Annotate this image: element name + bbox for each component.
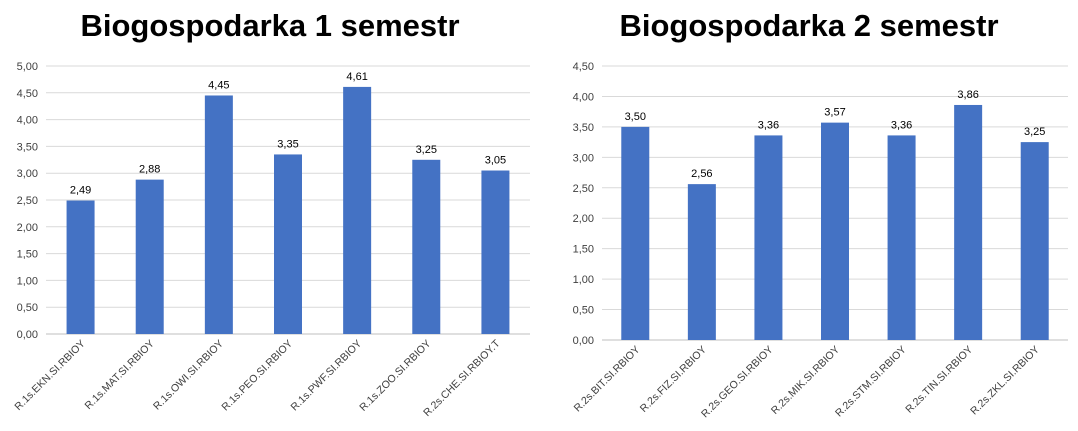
x-tick-label: R.2s.CHE.SI.RBIOY.T (421, 337, 503, 419)
x-tick-label: R.1s.PWF.SI.RBIOY (289, 338, 365, 414)
x-tick-label: R.1s.ZOO.SI.RBIOY (357, 338, 433, 414)
y-tick-label: 1,00 (573, 274, 594, 286)
data-label: 2,49 (70, 185, 91, 197)
data-label: 2,88 (139, 164, 160, 176)
bar (343, 86, 372, 335)
data-label: 2,56 (691, 168, 712, 180)
bar (135, 179, 164, 334)
data-label: 3,35 (277, 138, 298, 150)
y-tick-label: 2,00 (573, 213, 594, 225)
x-tick-label: R.2s.MIK.SI.RBIOY (769, 344, 842, 417)
x-tick-label: R.2s.BIT.SI.RBIOY (572, 344, 643, 415)
bar (687, 184, 716, 340)
bar (887, 135, 916, 340)
data-label: 3,86 (957, 89, 978, 101)
y-tick-label: 4,00 (17, 115, 38, 127)
y-tick-label: 2,50 (17, 195, 38, 207)
x-tick-label: R.1s.OWI.SI.RBIOY (151, 338, 226, 413)
bar (821, 122, 849, 340)
chart-title-2: Biogospodarka 2 semestr (619, 8, 999, 43)
x-tick-label: R.2s.FIZ.SI.RBIOY (638, 344, 709, 415)
y-tick-label: 3,50 (573, 122, 594, 134)
data-label: 4,61 (346, 71, 367, 83)
bar (274, 154, 302, 334)
y-tick-label: 0,50 (573, 305, 594, 317)
y-tick-label: 4,00 (573, 91, 594, 103)
x-tick-label: R.2s.ZKL.SI.RBIOY (968, 344, 1042, 418)
y-tick-label: 0,50 (17, 302, 38, 314)
chart-panel-2: Biogospodarka 2 semestr 0,00 0,50 1,00 1,50… (540, 0, 1078, 426)
data-label: 3,36 (891, 119, 912, 131)
data-label: 3,57 (824, 107, 845, 119)
x-tick-label: R.2s.STM.SI.RBIOY (833, 344, 909, 420)
x-tick-label: R.2s.GEO.SI.RBIOY (699, 344, 776, 421)
y-tick-label: 2,50 (573, 183, 594, 195)
bar (66, 200, 95, 334)
y-tick-label: 4,50 (573, 61, 594, 73)
y-tick-label: 3,00 (17, 168, 38, 180)
y-tick-label: 5,00 (17, 61, 38, 73)
y-tick-label: 1,50 (573, 244, 594, 256)
bar (954, 104, 983, 340)
y-tick-label: 4,50 (17, 88, 38, 100)
bar (481, 170, 510, 334)
bar (621, 126, 650, 340)
x-tick-label: R.1s.PEO.SI.RBIOY (219, 338, 295, 414)
data-label: 4,45 (208, 79, 229, 91)
data-label: 3,36 (758, 119, 779, 131)
x-tick-label: R.2s.TIN.SI.RBIOY (903, 344, 975, 416)
y-tick-label: 3,50 (17, 141, 38, 153)
bar-chart-1: 0,00 0,50 1,00 1,50 2,00 2,50 3,00 3,50 4,00 4,50… (12, 61, 530, 419)
data-label: 3,25 (416, 144, 437, 156)
data-label: 3,05 (485, 155, 506, 167)
chart-panel-1: Biogospodarka 1 semestr 0,00 0,50 1,00 1,50… (0, 0, 540, 426)
bar-chart-2: 0,00 0,50 1,00 1,50 2,00 2,50 3,00 3,50 4,00 4,50… (572, 61, 1068, 421)
data-label: 3,50 (625, 111, 646, 123)
y-tick-label: 0,00 (573, 335, 594, 347)
y-tick-label: 1,00 (17, 275, 38, 287)
bar (412, 159, 441, 334)
y-tick-label: 2,00 (17, 222, 38, 234)
bar (754, 135, 783, 340)
x-tick-label: R.1s.EKN.SI.RBIOY (12, 338, 87, 413)
y-tick-label: 1,50 (17, 249, 38, 261)
chart-title-1: Biogospodarka 1 semestr (80, 8, 460, 43)
bar (204, 95, 233, 334)
y-tick-label: 0,00 (17, 329, 38, 341)
x-tick-label: R.1s.MAT.SI.RBIOY (82, 338, 156, 412)
data-label: 3,25 (1024, 126, 1045, 138)
bar (1020, 142, 1049, 340)
y-tick-label: 3,00 (573, 152, 594, 164)
